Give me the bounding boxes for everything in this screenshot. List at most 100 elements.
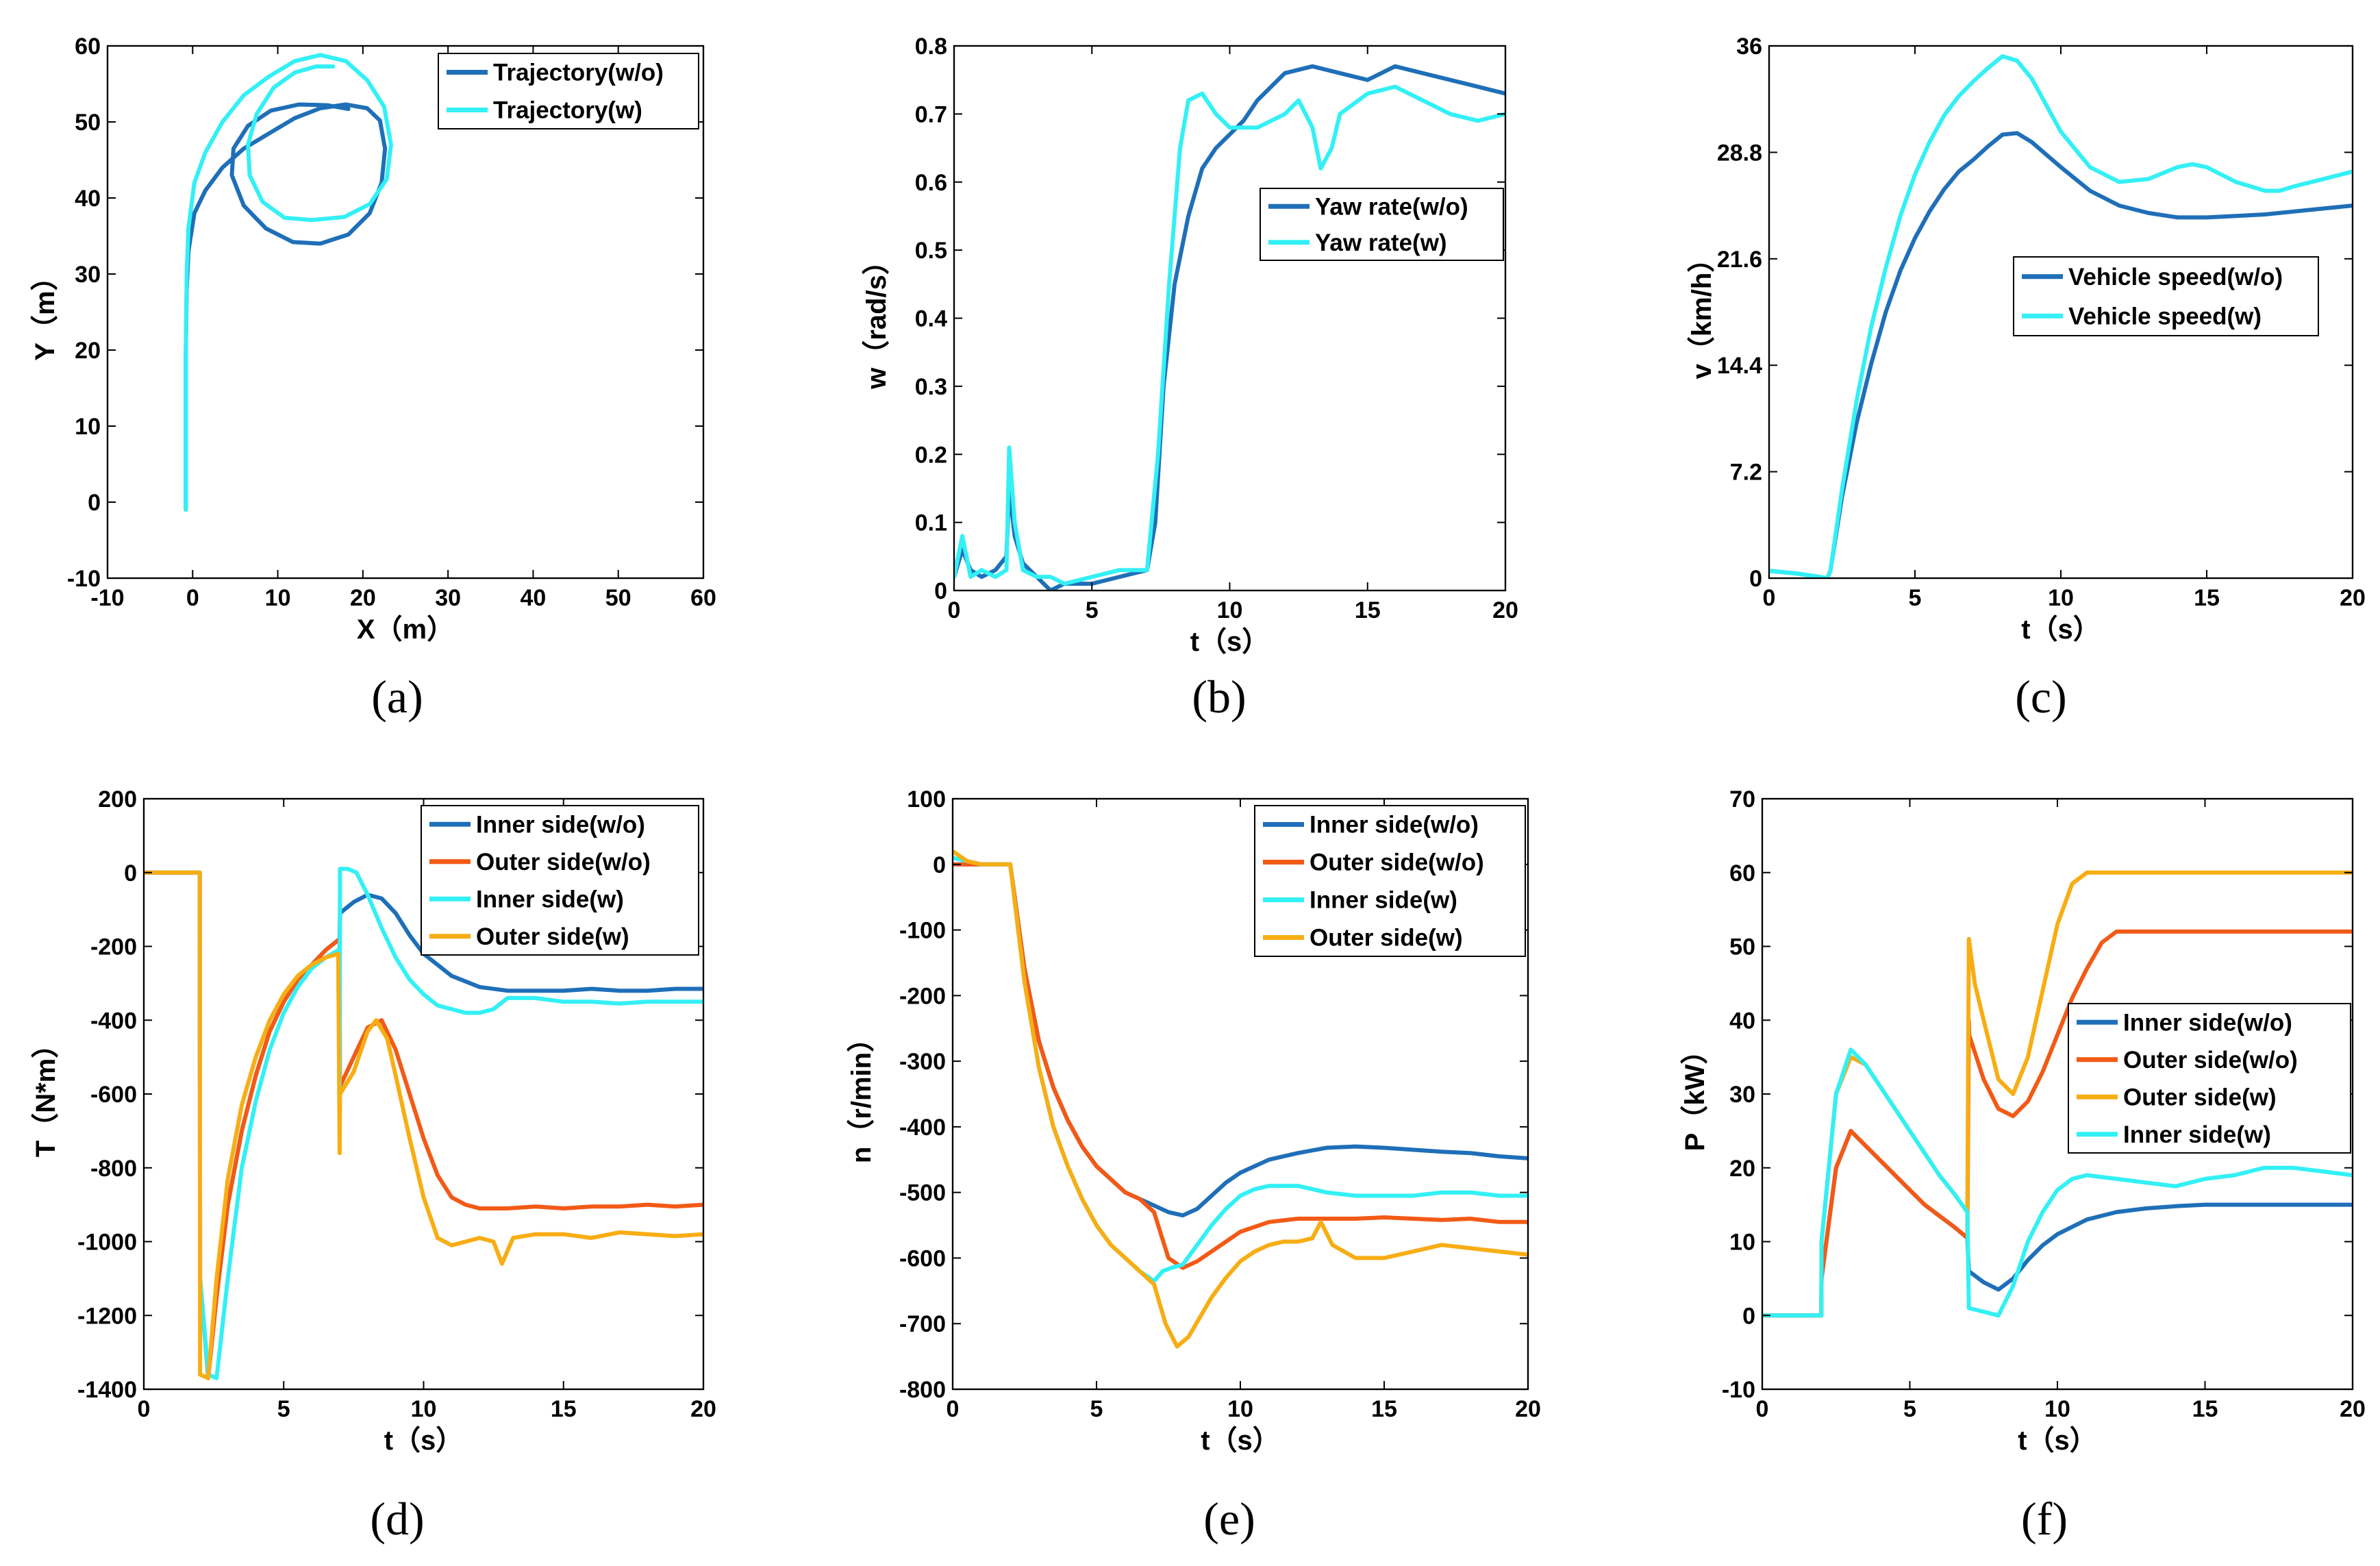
x-tick-label-b-1: 5 [1086, 597, 1099, 623]
y-tick-label-c-4: 28.8 [1717, 140, 1762, 166]
legend-label-d-3: Outer side(w) [476, 923, 629, 950]
series-line-c-0 [1769, 131, 2353, 578]
x-tick-label-c-3: 15 [2194, 585, 2220, 611]
y-tick-label-f-2: 10 [1729, 1230, 1755, 1256]
y-tick-label-b-2: 0.2 [915, 442, 947, 468]
legend-e: Inner side(w/o) Outer side(w/o) Inner side… [1254, 805, 1526, 957]
y-axis-label-f: P（kW） [1680, 1037, 1710, 1152]
y-tick-label-f-7: 60 [1729, 860, 1755, 886]
legend-label-a-1: Trajectory(w) [493, 97, 642, 124]
y-tick-label-f-8: 70 [1729, 786, 1755, 812]
x-tick-label-e-2: 10 [1227, 1396, 1253, 1422]
series-group-c [1769, 54, 2353, 578]
y-tick-label-a-7: 60 [75, 34, 101, 60]
x-axis-label-c: t（s） [2021, 614, 2101, 645]
legend-box-e [1254, 805, 1526, 957]
y-tick-label-e-5: -300 [899, 1049, 946, 1075]
series-line-f-1 [1762, 929, 2353, 1318]
x-tick-label-c-2: 10 [2048, 585, 2074, 611]
plot-area-a [106, 45, 705, 580]
legend-label-d-1: Outer side(w/o) [476, 849, 651, 875]
series-line-e-3 [953, 849, 1528, 1349]
y-tick-label-e-7: -100 [899, 918, 946, 944]
y-tick-label-d-1: -1200 [77, 1303, 137, 1329]
series-group-e [953, 849, 1528, 1349]
legend-box-c [2013, 256, 2319, 336]
series-group-f [1762, 870, 2353, 1318]
panel-f: 0 5 10 15 20-10010203040506070t（s）P（kW）Inner… [1680, 786, 2366, 1545]
legend-label-f-3: Inner side(w) [2123, 1121, 2271, 1148]
x-tick-label-a-2: 10 [265, 585, 291, 611]
x-axis-label-d: t（s） [384, 1426, 464, 1456]
legend-f: Inner side(w/o) Outer side(w/o) Outer side… [2068, 1003, 2351, 1154]
series-group-a [184, 53, 393, 512]
legend-box-f [2068, 1003, 2351, 1154]
y-tick-label-e-4: -400 [899, 1115, 946, 1141]
x-tick-label-a-6: 50 [605, 585, 631, 611]
x-tick-label-e-1: 5 [1090, 1396, 1103, 1422]
panel-label-f: (f) [2021, 1493, 2068, 1545]
legend-c: Vehicle speed(w/o) Vehicle speed(w) [2013, 256, 2319, 336]
panel-label-c: (c) [2015, 671, 2066, 723]
legend-label-c-0: Vehicle speed(w/o) [2068, 264, 2283, 290]
y-tick-label-f-1: 0 [1742, 1303, 1755, 1329]
x-tick-label-e-3: 15 [1371, 1396, 1397, 1422]
y-axis-label-a: Y（m） [30, 263, 60, 360]
y-tick-label-b-6: 0.6 [915, 170, 947, 196]
y-tick-label-c-0: 0 [1749, 566, 1762, 592]
y-tick-label-a-3: 20 [75, 338, 101, 364]
y-tick-label-e-2: -600 [899, 1245, 946, 1271]
x-tick-label-d-3: 15 [551, 1396, 577, 1422]
legend-label-f-1: Outer side(w/o) [2123, 1047, 2298, 1073]
x-tick-label-a-5: 40 [521, 585, 547, 611]
y-tick-label-f-5: 40 [1729, 1008, 1755, 1034]
panel-e: 0 5 10 15 20 -800 -700 -600 -500 -400 -300 -200 -100… [847, 786, 1541, 1545]
y-tick-label-b-8: 0.8 [915, 34, 947, 60]
x-tick-label-d-4: 20 [690, 1396, 716, 1422]
series-line-d-2 [144, 867, 703, 1380]
legend-box-b [1260, 188, 1504, 261]
x-tick-label-d-0: 0 [138, 1396, 151, 1422]
x-tick-label-a-3: 20 [350, 585, 376, 611]
x-tick-label-e-4: 20 [1515, 1396, 1541, 1422]
x-tick-label-a-0: -10 [90, 585, 124, 611]
y-tick-label-a-4: 30 [75, 262, 101, 288]
legend-label-a-0: Trajectory(w/o) [493, 60, 664, 86]
y-axis-label-c: v（km/h） [1687, 245, 1717, 380]
y-tick-label-c-1: 7.2 [1730, 460, 1762, 486]
y-tick-label-b-0: 0 [934, 578, 947, 604]
x-tick-label-f-4: 20 [2340, 1396, 2366, 1422]
x-tick-label-b-0: 0 [948, 597, 961, 623]
panel-a: -10 0 10 20 30 40 50 60 -10 0 10 20 30 40 50 60 X（m） Y（m）… [30, 34, 716, 723]
y-tick-label-d-3: -800 [90, 1156, 137, 1182]
y-tick-label-b-5: 0.5 [915, 238, 947, 264]
legend-label-d-2: Inner side(w) [476, 886, 624, 912]
y-tick-label-b-7: 0.7 [915, 101, 947, 127]
x-tick-label-c-4: 20 [2340, 585, 2366, 611]
x-tick-label-f-0: 0 [1756, 1396, 1769, 1422]
x-axis-label-b: t（s） [1190, 627, 1270, 657]
series-group-b [954, 64, 1505, 591]
y-tick-label-f-3: 20 [1729, 1156, 1755, 1182]
panel-c: 0 5 10 15 20 0 7.2 14.4 21.6 28.8 36 t（s） v（km/h） Veh… [1687, 34, 2366, 723]
y-tick-label-a-1: 0 [88, 490, 101, 516]
series-line-d-3 [144, 870, 703, 1380]
y-tick-label-d-8: 200 [98, 786, 137, 812]
y-axis-label-b: w（rad/s） [862, 247, 892, 390]
x-tick-label-b-2: 10 [1217, 597, 1243, 623]
y-tick-label-e-9: 100 [907, 786, 946, 812]
y-axis-label-e: n（r/min） [847, 1025, 877, 1163]
series-line-f-3 [1762, 1047, 2353, 1318]
x-tick-label-a-1: 0 [186, 585, 199, 611]
legend-label-e-0: Inner side(w/o) [1310, 812, 1479, 838]
legend-label-c-1: Vehicle speed(w) [2068, 303, 2262, 330]
y-tick-label-a-5: 40 [75, 186, 101, 212]
panel-b: 0 5 10 15 20 0 0.1 0.2 0.3 0.4 0.5 0.6 0.7 0.8 t（s） w（r… [862, 34, 1518, 723]
y-tick-label-d-6: -200 [90, 934, 137, 960]
series-line-a-1 [184, 53, 393, 512]
x-tick-label-b-3: 15 [1355, 597, 1381, 623]
x-tick-label-c-0: 0 [1763, 585, 1776, 611]
x-tick-label-c-1: 5 [1909, 585, 1922, 611]
x-axis-label-f: t（s） [2018, 1426, 2097, 1456]
x-tick-label-e-0: 0 [947, 1396, 960, 1422]
